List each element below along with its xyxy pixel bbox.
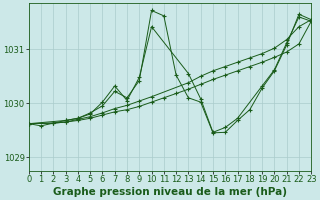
X-axis label: Graphe pression niveau de la mer (hPa): Graphe pression niveau de la mer (hPa) [53, 187, 287, 197]
